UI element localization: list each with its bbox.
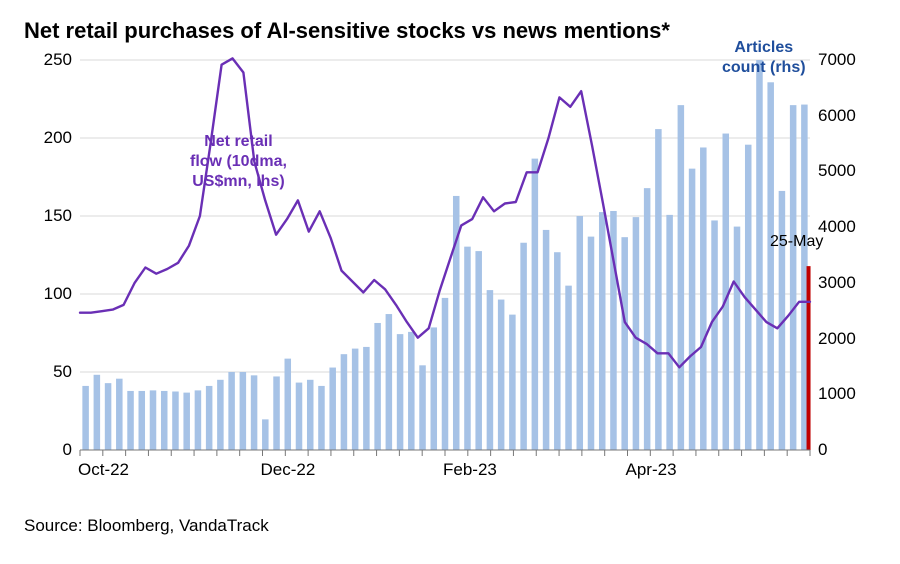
right-axis-tick: 0 bbox=[818, 440, 827, 460]
right-axis-tick: 6000 bbox=[818, 106, 856, 126]
left-axis-tick: 0 bbox=[12, 440, 72, 460]
left-axis-tick: 50 bbox=[12, 362, 72, 382]
x-axis-tick: Apr-23 bbox=[626, 460, 677, 480]
right-axis-tick: 7000 bbox=[818, 50, 856, 70]
right-axis-tick: 1000 bbox=[818, 384, 856, 404]
right-axis-tick: 2000 bbox=[818, 329, 856, 349]
right-axis-tick: 3000 bbox=[818, 273, 856, 293]
left-axis-tick: 100 bbox=[12, 284, 72, 304]
bar-series-label: Articles count (rhs) bbox=[722, 38, 806, 78]
x-axis-tick: Dec-22 bbox=[261, 460, 316, 480]
line-series-label: Net retail flow (10dma, US$mn, lhs) bbox=[190, 132, 287, 192]
left-axis-tick: 250 bbox=[12, 50, 72, 70]
right-axis-tick: 4000 bbox=[818, 217, 856, 237]
left-axis-tick: 150 bbox=[12, 206, 72, 226]
marker-label: 25-May bbox=[770, 233, 823, 251]
x-axis-tick: Feb-23 bbox=[443, 460, 497, 480]
left-axis-tick: 200 bbox=[12, 128, 72, 148]
x-axis-tick: Oct-22 bbox=[78, 460, 129, 480]
source-line: Source: Bloomberg, VandaTrack bbox=[24, 516, 269, 536]
right-axis-tick: 5000 bbox=[818, 161, 856, 181]
chart-root: Net retail purchases of AI-sensitive sto… bbox=[0, 0, 900, 564]
